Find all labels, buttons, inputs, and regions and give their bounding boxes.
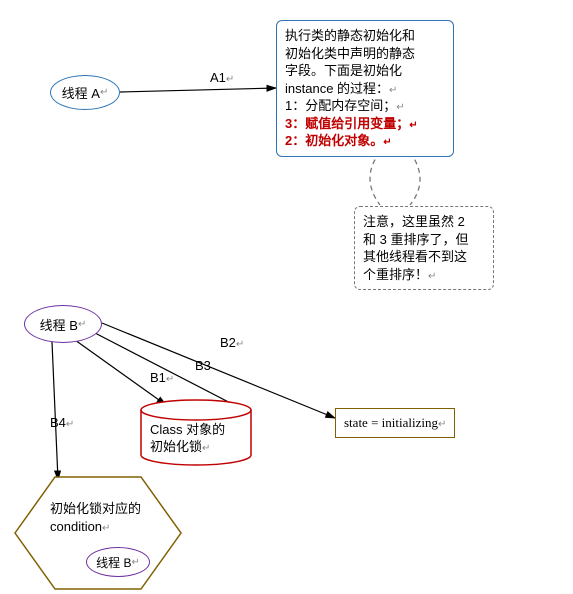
instance-line-5: 3：赋值给引用变量； bbox=[285, 116, 409, 131]
diagram-canvas: 线程 A↵ 线程 B↵ 执行类的静态初始化和 初始化类中声明的静态 字段。下面是… bbox=[0, 0, 573, 594]
edge-label-b2: B2↵ bbox=[220, 335, 244, 350]
instance-line-2: 字段。下面是初始化 bbox=[285, 62, 445, 80]
instance-line-1: 初始化类中声明的静态 bbox=[285, 45, 445, 63]
instance-line-0: 执行类的静态初始化和 bbox=[285, 27, 445, 45]
note-line-3: 个重排序！ bbox=[363, 267, 428, 282]
hexagon-line-1: condition bbox=[50, 519, 102, 534]
node-thread-b-label: 线程 B bbox=[40, 315, 78, 334]
node-thread-a-label: 线程 A bbox=[62, 83, 100, 102]
edge-label-a1: A1↵ bbox=[210, 70, 234, 85]
node-instance-box: 执行类的静态初始化和 初始化类中声明的静态 字段。下面是初始化 instance… bbox=[276, 20, 454, 157]
hexagon-line-0: 初始化锁对应的 bbox=[50, 500, 160, 518]
instance-line-6: 2：初始化对象。 bbox=[285, 133, 383, 148]
edge-label-b4: B4↵ bbox=[50, 415, 74, 430]
node-thread-b-inner: 线程 B↵ bbox=[86, 547, 150, 577]
instance-line-3: instance 的过程： bbox=[285, 81, 389, 96]
node-note-box: 注意，这里虽然 2 和 3 重排序了，但 其他线程看不到这 个重排序！↵ bbox=[354, 206, 494, 290]
note-line-1: 和 3 重排序了，但 bbox=[363, 231, 485, 249]
note-line-0: 注意，这里虽然 2 bbox=[363, 213, 485, 231]
node-thread-b: 线程 B↵ bbox=[24, 305, 102, 343]
cylinder-line-0: Class 对象的 bbox=[150, 422, 245, 439]
edge-label-b3: B3 bbox=[195, 358, 211, 373]
node-hexagon-text: 初始化锁对应的 condition↵ bbox=[50, 500, 160, 536]
node-thread-a: 线程 A↵ bbox=[50, 75, 120, 110]
node-state-box: state = initializing↵ bbox=[335, 408, 455, 438]
note-line-2: 其他线程看不到这 bbox=[363, 248, 485, 266]
node-thread-b-inner-label: 线程 B bbox=[96, 554, 131, 571]
edge-label-b1: B1↵ bbox=[150, 370, 174, 385]
cylinder-line-1: 初始化锁 bbox=[150, 439, 202, 454]
state-box-label: state = initializing bbox=[344, 415, 438, 430]
instance-line-4: 1：分配内存空间； bbox=[285, 98, 396, 113]
node-cylinder-text: Class 对象的 初始化锁↵ bbox=[150, 422, 245, 456]
